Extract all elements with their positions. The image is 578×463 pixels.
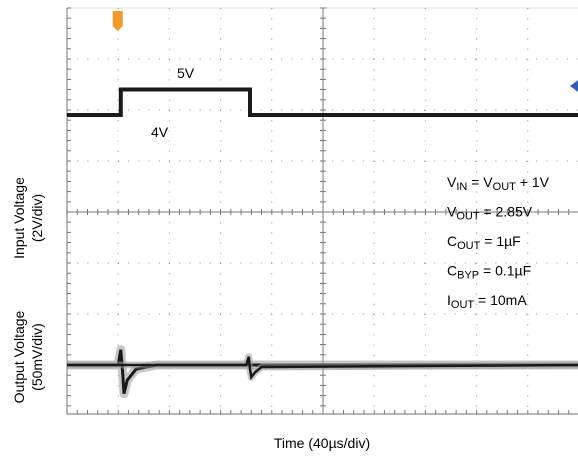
traces bbox=[67, 87, 578, 399]
condition-line: IOUT = 10mA bbox=[447, 292, 527, 311]
conditions-annotation: VIN = VOUT + 1V VOUT = 2.85V COUT = 1µF CBY… bbox=[447, 174, 550, 311]
output-axis-label-line2: (50mV/div) bbox=[29, 323, 45, 391]
level-marker-icon bbox=[570, 80, 578, 92]
condition-line: CBYP = 0.1µF bbox=[447, 263, 531, 282]
condition-line: VIN = VOUT + 1V bbox=[447, 174, 550, 193]
markers bbox=[112, 11, 578, 92]
input-axis-label-line1: Input Voltage bbox=[11, 177, 27, 259]
x-axis-label: Time (40µs/div) bbox=[274, 435, 370, 451]
input-axis-label-line2: (2V/div) bbox=[29, 194, 45, 242]
input-voltage-trace bbox=[67, 87, 578, 117]
output-axis-label-line1: Output Voltage bbox=[11, 310, 27, 403]
condition-line: VOUT = 2.85V bbox=[447, 204, 533, 223]
condition-line: COUT = 1µF bbox=[447, 233, 521, 252]
level-high-label: 5V bbox=[177, 65, 195, 81]
level-low-label: 4V bbox=[151, 124, 169, 140]
output-voltage-trace-2 bbox=[67, 356, 578, 381]
trigger-marker-icon bbox=[112, 11, 123, 31]
